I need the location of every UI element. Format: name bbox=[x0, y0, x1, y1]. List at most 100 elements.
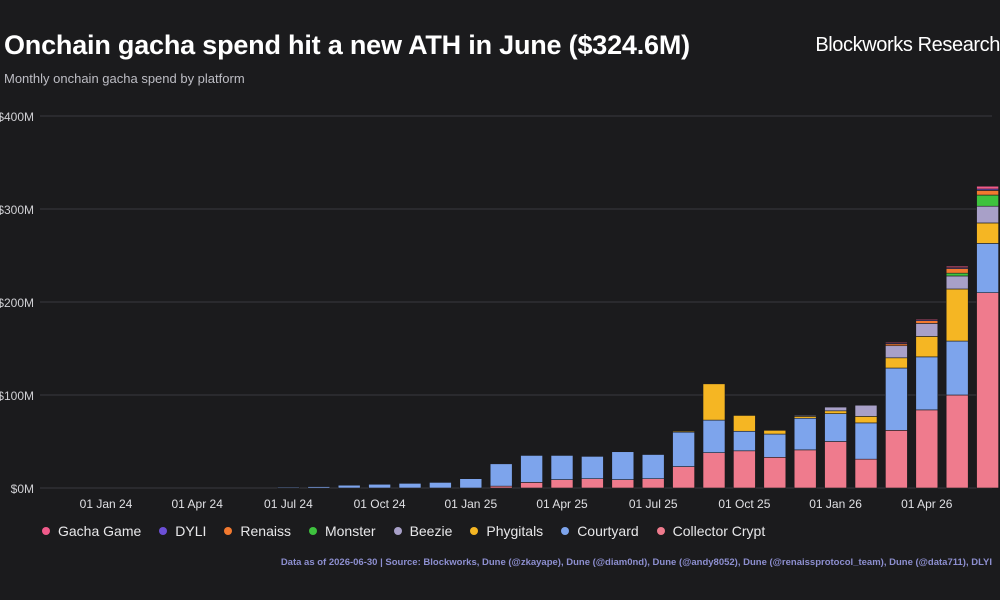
legend-swatch bbox=[470, 527, 479, 535]
bar-stack bbox=[793, 415, 817, 489]
bar-stack bbox=[702, 383, 726, 489]
bar-segment-phygitals bbox=[976, 222, 999, 244]
y-tick-label: $400M bbox=[0, 110, 34, 124]
legend-swatch bbox=[159, 527, 168, 535]
legend: Gacha Game DYLI Renaiss Monster Beezie Phygit… bbox=[42, 523, 765, 539]
bar-segment-courtyard bbox=[277, 486, 300, 489]
y-tick-label: $200M bbox=[0, 296, 34, 310]
bar-stack bbox=[459, 478, 483, 489]
legend-item-renaiss[interactable]: Renaiss bbox=[224, 523, 291, 539]
bar-segment-courtyard bbox=[793, 417, 817, 451]
bar-segment-phygitals bbox=[763, 430, 787, 435]
bar-segment-courtyard bbox=[945, 340, 969, 396]
bar-segment-phygitals bbox=[915, 336, 939, 358]
bar-stack bbox=[550, 455, 574, 489]
legend-item-gacha-game[interactable]: Gacha Game bbox=[42, 523, 141, 539]
legend-swatch bbox=[224, 527, 233, 535]
bar-segment-courtyard bbox=[368, 483, 391, 489]
bar-segment-courtyard bbox=[337, 484, 361, 489]
bar-segment-beezie bbox=[885, 345, 908, 359]
bar-segment-courtyard bbox=[672, 431, 695, 467]
bar-stack bbox=[307, 486, 331, 489]
legend-label: Renaiss bbox=[240, 523, 291, 539]
bar-segment-courtyard bbox=[854, 422, 878, 460]
bar-segment-collector-crypt bbox=[915, 409, 939, 489]
bar-segment-phygitals bbox=[702, 383, 726, 421]
x-tick-label: 01 Jul 25 bbox=[629, 497, 678, 511]
bar-stack bbox=[854, 404, 878, 489]
chart-subtitle: Monthly onchain gacha spend by platform bbox=[4, 71, 245, 86]
legend-item-dyli[interactable]: DYLI bbox=[159, 523, 206, 539]
bar-segment-courtyard bbox=[702, 419, 726, 453]
bar-segment-phygitals bbox=[824, 410, 847, 414]
bar-stack bbox=[581, 456, 604, 489]
legend-label: Collector Crypt bbox=[672, 523, 766, 539]
bar-stack bbox=[641, 454, 665, 489]
bar-segment-phygitals bbox=[854, 416, 878, 424]
bar-segment-phygitals bbox=[733, 415, 756, 432]
bar-segment-renaiss bbox=[945, 268, 969, 274]
y-tick-label: $300M bbox=[0, 203, 34, 217]
grid-layer bbox=[40, 115, 992, 489]
legend-label: Monster bbox=[324, 523, 376, 539]
bar-stack bbox=[824, 406, 847, 489]
source-note: Data as of 2026-06-30 | Source: Blockwor… bbox=[280, 557, 992, 568]
legend-label: DYLI bbox=[175, 523, 207, 539]
legend-swatch bbox=[561, 527, 570, 535]
legend-item-courtyard[interactable]: Courtyard bbox=[561, 523, 639, 539]
bar-segment-beezie bbox=[854, 404, 878, 417]
bar-stack bbox=[763, 430, 787, 489]
bar-stack bbox=[368, 483, 391, 489]
bar-segment-collector-crypt bbox=[641, 478, 665, 489]
bar-segment-monster bbox=[976, 194, 999, 207]
chart-title: Onchain gacha spend hit a new ATH in Jun… bbox=[4, 30, 690, 60]
legend-item-beezie[interactable]: Beezie bbox=[393, 523, 453, 539]
bar-stack bbox=[611, 451, 635, 489]
bar-segment-courtyard bbox=[915, 356, 939, 411]
legend-swatch bbox=[656, 527, 665, 535]
bar-segment-gacha-game bbox=[885, 341, 908, 344]
bar-segment-phygitals bbox=[945, 288, 969, 342]
legend-label: Beezie bbox=[409, 523, 453, 539]
x-tick-label: 01 Oct 25 bbox=[718, 497, 770, 511]
bar-segment-courtyard bbox=[459, 478, 483, 489]
bar-segment-collector-crypt bbox=[976, 292, 999, 489]
legend-swatch bbox=[42, 527, 50, 535]
legend-item-phygitals[interactable]: Phygitals bbox=[470, 523, 543, 539]
x-tick-label: 01 Apr 24 bbox=[172, 497, 224, 511]
bar-segment-collector-crypt bbox=[550, 479, 574, 489]
bar-segment-courtyard bbox=[763, 433, 787, 458]
bar-segment-beezie bbox=[793, 415, 817, 417]
bar-segment-beezie bbox=[976, 205, 999, 224]
bar-segment-collector-crypt bbox=[672, 466, 695, 489]
bar-segment-collector-crypt bbox=[945, 394, 969, 489]
bars-layer bbox=[277, 185, 999, 489]
bar-segment-courtyard bbox=[733, 430, 756, 452]
bar-segment-courtyard bbox=[429, 482, 452, 489]
x-tick-label: 01 Jan 25 bbox=[444, 497, 497, 511]
brand-logo-text: Blockworks Research bbox=[815, 34, 1000, 56]
bar-stack bbox=[520, 455, 543, 489]
bar-segment-courtyard bbox=[581, 456, 604, 480]
bar-segment-courtyard bbox=[307, 486, 331, 489]
x-tick-label: 01 Jan 26 bbox=[809, 497, 862, 511]
bar-stack bbox=[885, 341, 908, 489]
bar-segment-collector-crypt bbox=[733, 450, 756, 489]
y-tick-label: $100M bbox=[0, 389, 34, 403]
legend-item-collector-crypt[interactable]: Collector Crypt bbox=[656, 523, 766, 539]
bar-stack bbox=[277, 486, 300, 489]
legend-item-monster[interactable]: Monster bbox=[308, 523, 376, 539]
bar-stack bbox=[489, 463, 513, 489]
bar-segment-courtyard bbox=[520, 455, 543, 483]
x-tick-label: 01 Oct 24 bbox=[354, 497, 406, 511]
bar-segment-beezie bbox=[945, 275, 969, 290]
bar-stack bbox=[672, 430, 695, 489]
bar-segment-gacha-game bbox=[976, 185, 999, 190]
bar-segment-courtyard bbox=[489, 463, 513, 487]
legend-label: Gacha Game bbox=[58, 523, 142, 539]
legend-swatch bbox=[308, 527, 317, 535]
bar-segment-renaiss bbox=[976, 190, 999, 196]
bar-segment-collector-crypt bbox=[793, 449, 817, 489]
bar-segment-beezie bbox=[824, 406, 847, 412]
